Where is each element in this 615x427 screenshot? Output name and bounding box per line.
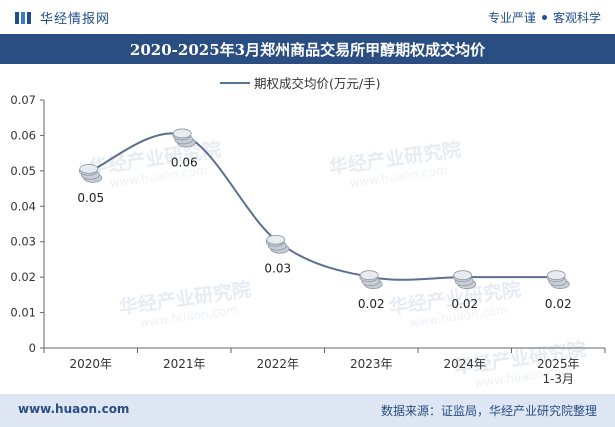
y-tick-label: 0.02 [10,270,36,284]
data-label: 0.02 [358,297,385,311]
legend: 期权成交均价(万元/手) [220,76,380,91]
data-label: 0.02 [451,297,478,311]
data-point-marker [172,128,196,148]
bullet-dot-icon [541,15,547,20]
coin-top-icon [79,163,99,174]
y-tick-label: 0.07 [10,93,36,107]
footer-url: www.huaon.com [18,402,130,416]
x-tick-label: 2022年 [256,357,299,371]
tag-objective: 客观科学 [552,11,601,25]
x-tick-label: 2025年 1-3月 [537,357,580,386]
axes: 0 0.01 0.02 0.03 0.04 0.05 0.06 0.07 2020年 2021年 2… [10,93,606,386]
huajing-logo-icon [15,11,31,24]
legend-label: 期权成交均价(万元/手) [254,76,380,91]
data-label: 0.06 [171,155,198,169]
data-label: 0.03 [264,262,291,276]
y-tick-label: 0.03 [10,235,36,249]
data-point-marker [359,270,383,290]
x-tick-label: 2021年 [163,357,206,371]
data-label: 0.05 [77,191,104,205]
y-tick-label: 0 [29,341,36,355]
coin-top-icon [266,234,286,245]
y-tick-label: 0.01 [10,306,36,320]
brand-tags: 专业严谨 客观科学 [488,9,601,26]
x-tick-label: 2020年 [69,357,112,371]
footer-bar: www.huaon.com 数据来源：证监局，华经产业研究院整理 [0,394,615,427]
tag-professional: 专业严谨 [487,11,536,25]
data-point-marker [546,270,570,290]
coin-top-icon [453,270,473,281]
data-point-marker [265,234,290,254]
data-point-marker [78,163,103,183]
coin-top-icon [546,270,566,281]
chart-title: 2020-2025年3月郑州商品交易所甲醇期权成交均价 [129,40,486,59]
coin-top-icon [172,128,192,139]
data-point-marker [452,270,477,290]
y-tick-label: 0.05 [10,164,36,178]
x-tick-label: 2024年 [443,357,486,371]
title-bar: 2020-2025年3月郑州商品交易所甲醇期权成交均价 [0,34,615,64]
coin-top-icon [359,270,379,281]
data-label: 0.02 [545,297,572,311]
y-tick-label: 0.04 [10,199,36,213]
series-layer: 0.05 0.06 0.03 0.02 0.02 0.02 [77,128,572,311]
brand-name: 华经情报网 [40,12,111,27]
top-bar: 华经情报网 专业严谨 客观科学 [0,0,615,34]
brand: 华经情报网 [14,8,110,27]
footer-source: 数据来源：证监局，华经产业研究院整理 [380,404,597,418]
y-tick-label: 0.06 [10,128,36,142]
x-tick-label: 2023年 [350,357,393,371]
